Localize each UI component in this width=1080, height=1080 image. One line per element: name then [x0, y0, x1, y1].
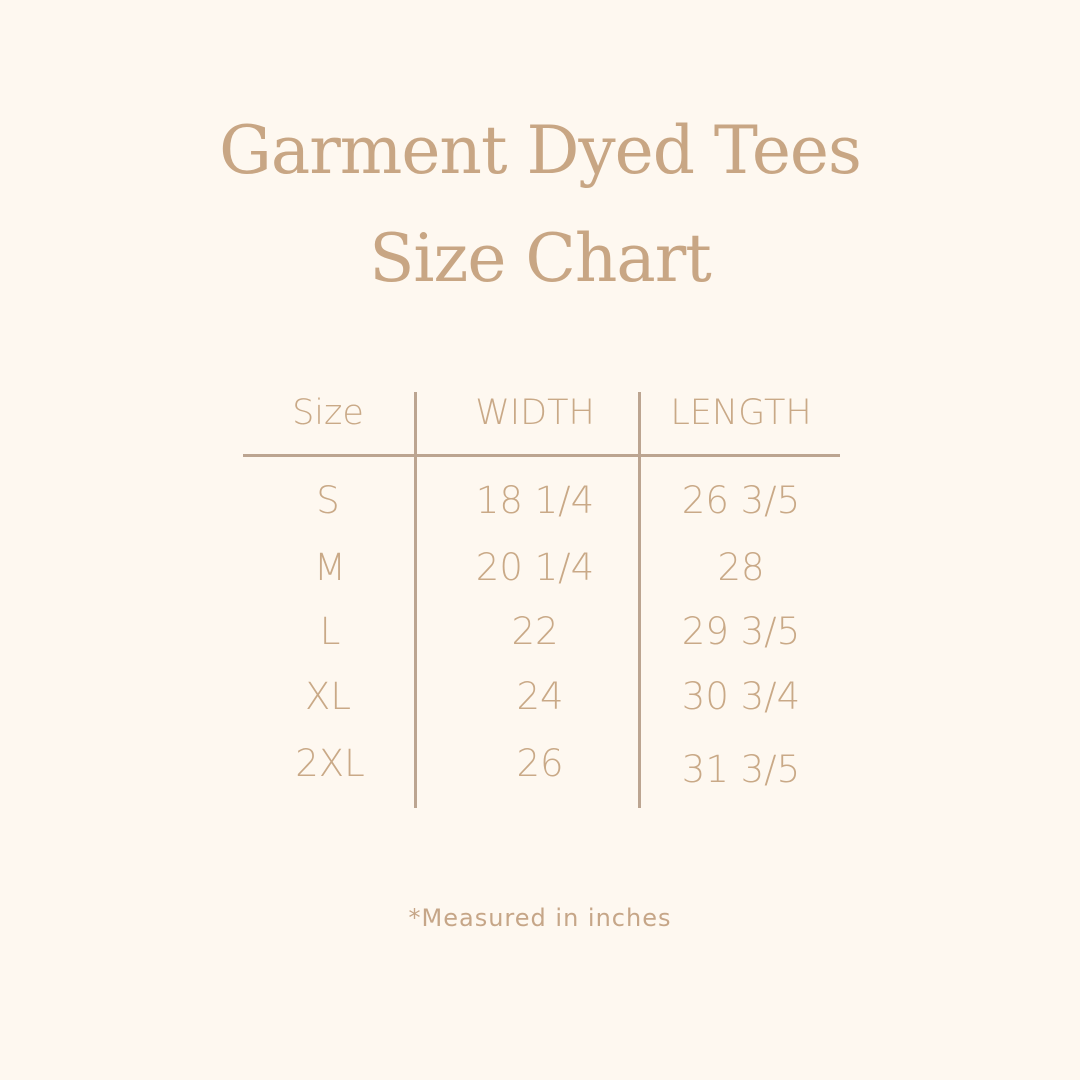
cell-width: 20 1/4 [475, 546, 595, 589]
cell-length: 29 3/5 [681, 610, 801, 653]
cell-size: XL [305, 675, 351, 718]
cell-length: 30 3/4 [681, 675, 801, 718]
header-divider [243, 454, 840, 457]
cell-width: 22 [511, 610, 559, 653]
footnote: *Measured in inches [408, 904, 672, 932]
cell-width: 26 [516, 742, 564, 785]
title-line-1: Garment Dyed Tees [219, 112, 862, 189]
title-line-2: Size Chart [369, 220, 712, 297]
column-divider [638, 392, 641, 808]
cell-size: 2XL [295, 742, 365, 785]
cell-length: 28 [717, 546, 765, 589]
header-length: LENGTH [670, 393, 812, 433]
cell-length: 31 3/5 [681, 748, 801, 791]
column-divider [414, 392, 417, 808]
cell-size: S [316, 479, 340, 522]
cell-width: 24 [516, 675, 564, 718]
header-width: WIDTH [475, 393, 595, 433]
cell-size: M [314, 546, 346, 589]
cell-size: L [319, 610, 341, 653]
cell-width: 18 1/4 [475, 479, 595, 522]
cell-length: 26 3/5 [681, 479, 801, 522]
header-size: Size [292, 393, 364, 433]
